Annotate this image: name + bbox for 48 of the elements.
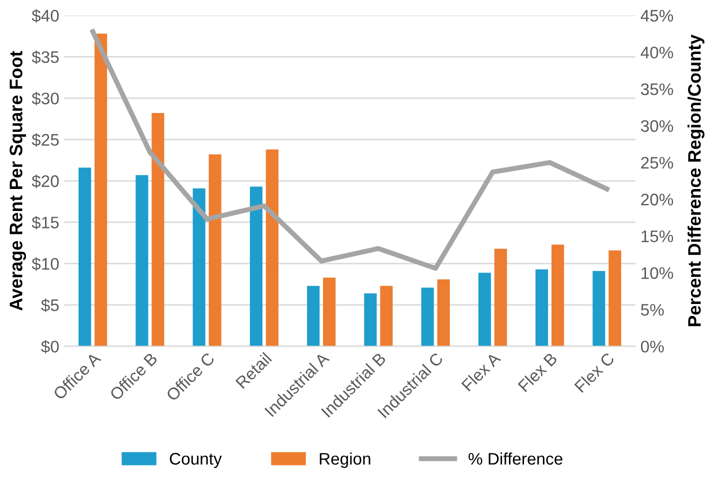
y2-axis-title: Percent Difference Region/County [688,34,704,326]
legend-label: Region [320,452,370,468]
y-tick-label: $10 [32,257,59,271]
y-tick-label: $30 [32,92,59,106]
y2-tick-label: 20% [641,194,674,206]
y2-tick-label: 5% [640,304,664,316]
y-tick-label: $35 [32,50,59,64]
y2-tick-label: 30% [640,120,674,132]
y-tick-label: $40 [32,9,59,23]
bar [94,34,108,346]
y2-tick-label: 10% [642,267,674,279]
x-tick-label: Flex A [460,351,502,392]
bar [266,149,278,346]
bar [307,286,320,346]
y-tick-label: $15 [32,216,59,230]
y-axis-title: Average Rent Per Square Foot [10,51,26,311]
y-tick-label: $0 [41,340,59,354]
y2-tick-label: 35% [640,83,674,96]
bar [494,248,507,346]
y2-tick-label: 45% [640,10,674,22]
x-tick-label: Flex B [517,352,558,392]
bar [323,278,336,346]
legend-label: % Difference [468,452,562,465]
bar [592,271,606,346]
bar [152,113,164,346]
y2-tick-label: 25% [641,156,674,169]
bar [208,154,222,346]
bar [421,288,434,346]
bar [551,244,564,346]
y-tick-label: $25 [32,133,59,147]
bar [380,286,393,346]
y-tick-label: $5 [41,298,59,312]
bar [437,279,450,346]
y2-tick-label: 0% [640,340,664,353]
bar [192,188,206,346]
line-series [90,29,610,271]
x-tick-label: Flex C [574,352,616,393]
legend-label: County [170,452,222,468]
y2-tick-label: 40% [640,46,674,58]
bar [250,186,262,346]
bar [536,269,548,346]
bar [608,250,622,346]
y-tick-label: $20 [32,174,59,188]
bar [478,272,491,346]
bar [364,293,377,346]
bar [78,168,92,346]
bar [136,175,148,346]
y2-tick-label: 15% [642,230,674,242]
